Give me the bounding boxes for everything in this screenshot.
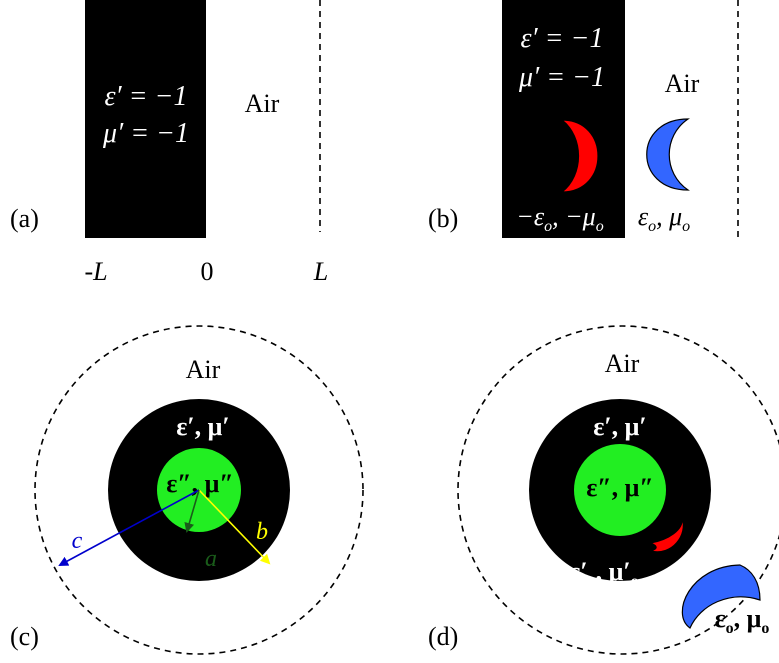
panel-b: ε′ = −1 μ′ = −1 Air −εo, −μo εo, μo (b) <box>428 0 739 240</box>
epsilon-label: ε′ = −1 <box>521 23 604 54</box>
core-label: ε″, μ″ <box>586 473 654 502</box>
axis-label-zero: 0 <box>201 257 214 286</box>
core <box>574 444 666 536</box>
panel-a: ε′ = −1 μ′ = −1 Air (a) -L 0 L <box>10 0 328 286</box>
shell-label: ε′, μ′ <box>176 412 229 441</box>
mu-label: μ′ = −1 <box>102 118 189 149</box>
air-label: Air <box>665 69 700 98</box>
image-parameters: −εo, −μo <box>516 202 603 235</box>
panel-tag: (b) <box>428 204 458 233</box>
axis-label-minus-l: -L <box>84 257 107 286</box>
air-label: Air <box>605 349 640 378</box>
radius-arrow-c <box>58 489 200 566</box>
object-parameters: εo, μo <box>638 202 690 235</box>
image-parameters: ε′o, μ′o <box>569 557 638 590</box>
air-label: Air <box>186 355 221 384</box>
panel-tag: (c) <box>10 622 39 651</box>
panel-tag: (a) <box>10 204 39 233</box>
core-label: ε″, μ″ <box>166 469 234 498</box>
object-parameters: εo, μo <box>715 604 770 637</box>
radius-arrow-a <box>184 489 200 533</box>
object-crescent-blue <box>646 118 690 191</box>
object-crescent-blue <box>681 564 761 629</box>
air-label: Air <box>245 89 280 118</box>
radius-label-b: b <box>256 519 268 545</box>
outer-dashed-circle <box>34 325 364 655</box>
outer-dashed-circle <box>457 325 779 655</box>
slab-negative-index <box>502 0 625 238</box>
panel-tag: (d) <box>428 622 458 651</box>
panel-d: Air ε′, μ′ ε″, μ″ ε′o, μ′o εo, μo (d) <box>428 325 779 655</box>
slab-negative-index <box>85 0 206 238</box>
mu-label: μ′ = −1 <box>518 62 605 93</box>
radius-label-c: c <box>72 528 83 554</box>
image-crescent-red <box>560 119 599 193</box>
epsilon-label: ε′ = −1 <box>105 81 188 112</box>
axis-label-l: L <box>313 257 328 286</box>
image-crescent-red <box>649 517 684 553</box>
radius-arrow-b <box>198 489 271 565</box>
shell-label: ε′, μ′ <box>593 412 646 441</box>
panel-c: Air ε′, μ′ ε″, μ″ a b c (c) <box>10 325 364 655</box>
radius-label-a: a <box>205 546 217 572</box>
